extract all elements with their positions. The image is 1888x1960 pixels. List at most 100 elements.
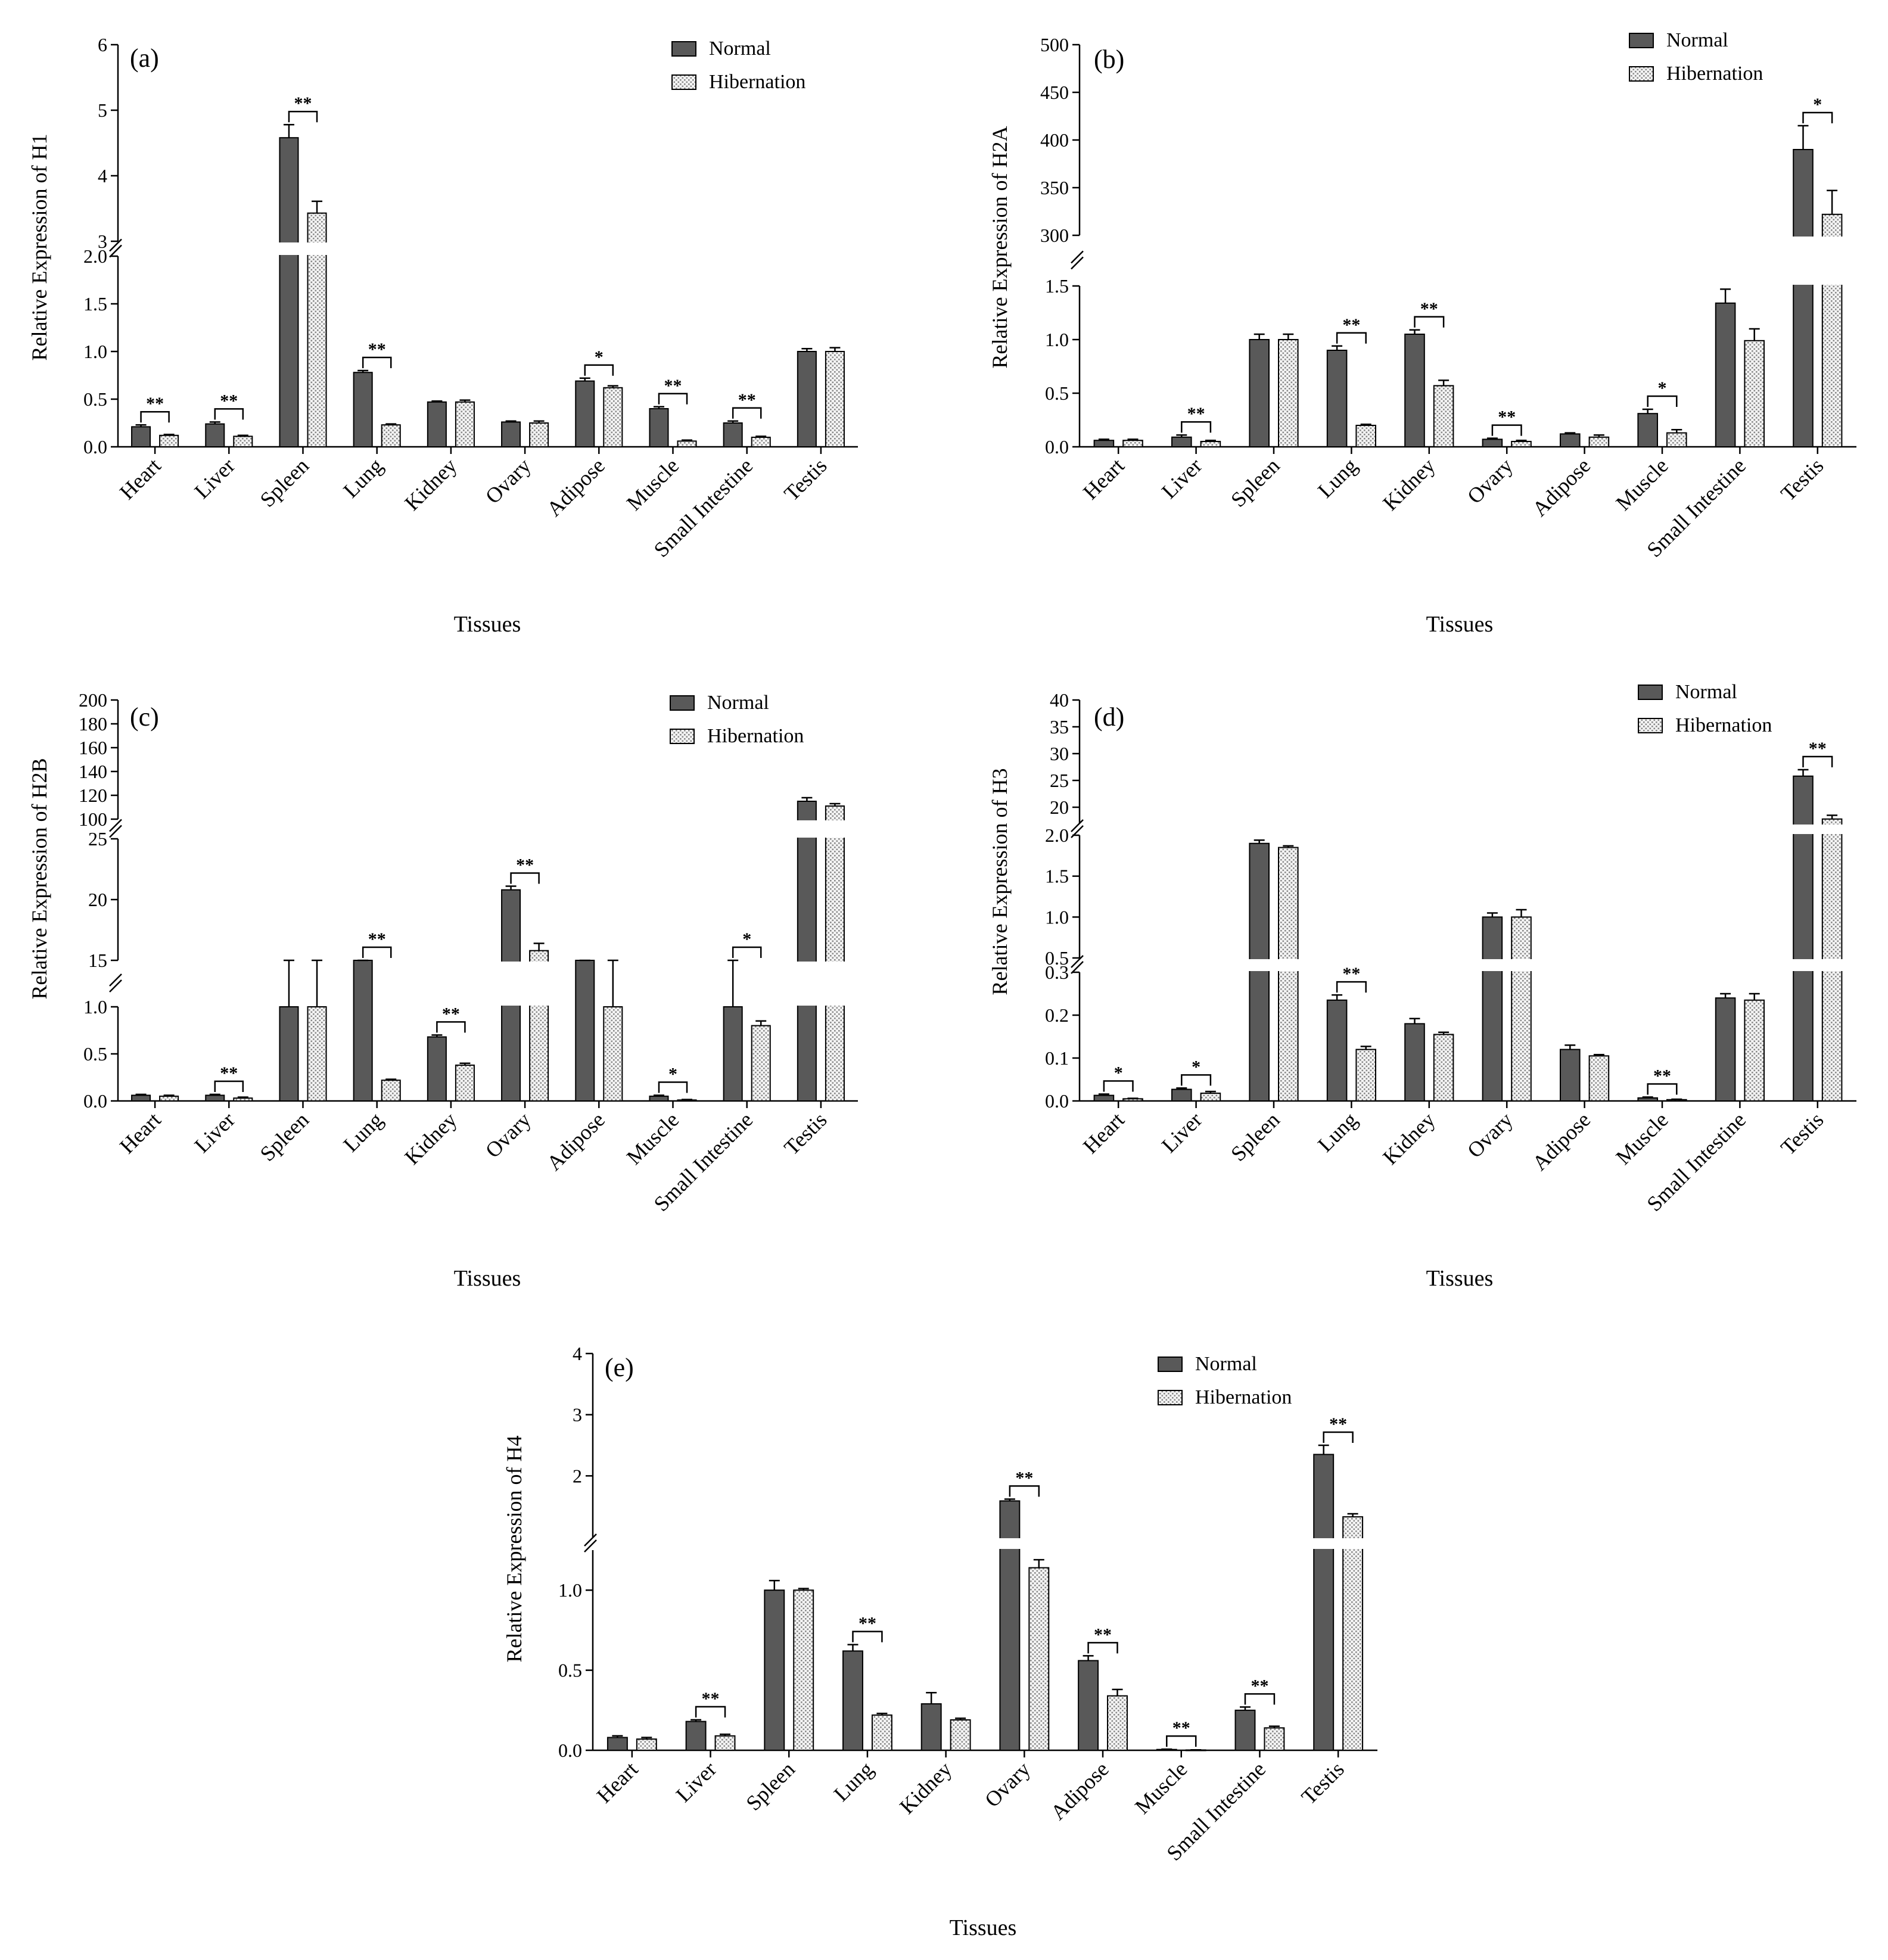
x-tick-label: Heart: [1078, 453, 1129, 504]
bar-normal-small-intestine: [1715, 997, 1736, 1102]
x-tick-label: Adipose: [1528, 1107, 1595, 1175]
x-tick-label: Adipose: [1528, 453, 1595, 521]
significance-marker: **: [146, 394, 164, 413]
y-axis-label: Relative Expression of H3: [988, 769, 1012, 995]
bar-break-gap: [1791, 825, 1815, 834]
significance-marker: **: [1653, 1066, 1671, 1086]
y-tick-label: 3: [573, 1404, 582, 1426]
legend-swatch-normal: [1638, 685, 1663, 700]
panel-a: 0.0 0.5 1.0 1.5 2.03 4 5 6 ** Heart ** Liver ** Splee…: [27, 34, 858, 637]
y-tick-label: 2.0: [1045, 825, 1069, 846]
y-tick-label: 0.0: [83, 1090, 107, 1112]
axis-break: [1071, 819, 1084, 838]
bar-hibernation-adipose: [1588, 436, 1610, 447]
x-tick-label: Spleen: [1226, 453, 1284, 512]
bar-normal-adipose: [575, 960, 595, 1102]
bar-break-gap: [1480, 959, 1504, 971]
significance-bracket: [695, 1706, 726, 1718]
x-tick-label: Heart: [115, 1107, 166, 1158]
significance-marker: **: [220, 391, 238, 410]
panel-e: 0.0 0.5 1.0 2 3 4 Heart ** Liver Spleen ** Lung Kidn…: [502, 1343, 1377, 1940]
y-tick-label: 40: [1050, 689, 1069, 711]
significance-marker: *: [668, 1065, 677, 1084]
x-tick-label: Kidney: [400, 453, 461, 515]
bar-hibernation-adipose: [1107, 1695, 1128, 1751]
y-tick-label: 4: [98, 165, 107, 186]
x-tick-label: Lung: [829, 1757, 878, 1806]
bar-normal-kidney: [427, 401, 447, 447]
legend-swatch-normal: [670, 695, 695, 711]
x-tick-label: Spleen: [256, 453, 314, 512]
legend-label-hibernation: Hibernation: [1666, 63, 1763, 85]
y-tick-label: 35: [1050, 716, 1069, 738]
legend-label-hibernation: Hibernation: [707, 725, 804, 747]
bar-normal-muscle: [649, 1096, 669, 1102]
bar-hibernation-liver: [714, 1735, 736, 1751]
bar-hibernation-heart: [1122, 1098, 1143, 1102]
bar-break-gap: [1791, 959, 1815, 971]
bar-break-gap: [1312, 1538, 1336, 1549]
significance-marker: *: [1192, 1057, 1200, 1077]
y-tick-label: 350: [1040, 177, 1069, 198]
y-tick-label: 300: [1040, 225, 1069, 246]
bar-normal-ovary: [1482, 438, 1503, 448]
bar-normal-testis: [1793, 149, 1814, 447]
x-tick-label: Heart: [115, 453, 166, 504]
bar-break-gap: [823, 820, 846, 838]
x-tick-label: Testis: [1296, 1757, 1348, 1809]
significance-bracket: [1336, 981, 1367, 993]
bar-break-gap: [1820, 825, 1844, 834]
bar-hibernation-small-intestine: [751, 1025, 771, 1102]
x-tick-label: Testis: [779, 1107, 831, 1159]
x-tick-label: Kidney: [895, 1757, 956, 1818]
y-tick-label: 0.5: [1045, 382, 1069, 404]
bar-break-gap: [1820, 237, 1844, 285]
bar-hibernation-heart: [636, 1738, 657, 1751]
significance-marker: **: [1187, 404, 1205, 424]
y-tick-label: 0.5: [83, 1043, 107, 1065]
bar-hibernation-heart: [1122, 440, 1143, 448]
significance-marker: **: [1342, 964, 1360, 984]
x-tick-label: Lung: [1313, 453, 1362, 502]
bar-hibernation-testis: [825, 351, 845, 447]
y-tick-label: 0.0: [1045, 436, 1069, 458]
significance-bracket: [1244, 1693, 1276, 1705]
bar-normal-spleen: [279, 137, 299, 447]
y-tick-label: 2.0: [83, 245, 107, 267]
bar-normal-liver: [1171, 436, 1192, 447]
significance-marker: **: [294, 94, 312, 113]
bar-break-gap: [823, 962, 846, 1006]
panel-label: (a): [130, 43, 159, 73]
bar-hibernation-small-intestine: [1264, 1727, 1285, 1751]
bar-normal-spleen: [1249, 339, 1270, 447]
y-tick-label: 1.0: [558, 1579, 582, 1601]
y-tick-label: 5: [98, 99, 107, 121]
panel-label: (b): [1094, 45, 1124, 74]
bar-hibernation-ovary: [529, 422, 549, 447]
bar-hibernation-heart: [159, 1096, 179, 1102]
y-tick-label: 1.5: [83, 293, 107, 315]
y-tick-label: 140: [79, 761, 107, 782]
significance-marker: **: [1420, 299, 1438, 319]
significance-bracket: [732, 946, 762, 958]
bar-break-gap: [1510, 959, 1533, 971]
axis-break: [584, 1533, 597, 1553]
y-tick-label: 160: [79, 737, 107, 758]
significance-bracket: [852, 1631, 883, 1642]
significance-marker: **: [1329, 1414, 1347, 1434]
axis-break: [109, 238, 122, 258]
y-tick-label: 180: [79, 713, 107, 735]
bar-normal-spleen: [764, 1589, 785, 1751]
y-tick-label: 25: [1050, 770, 1069, 791]
axis-break: [1071, 250, 1084, 270]
bar-break-gap: [1791, 237, 1815, 285]
panel-label: (e): [605, 1353, 634, 1382]
x-tick-label: Liver: [1157, 1107, 1206, 1157]
bar-normal-liver: [685, 1721, 707, 1751]
bar-hibernation-testis: [1342, 1516, 1364, 1751]
significance-bracket: [1336, 332, 1367, 344]
bar-hibernation-spleen: [793, 1589, 814, 1751]
significance-bracket: [1323, 1431, 1354, 1443]
